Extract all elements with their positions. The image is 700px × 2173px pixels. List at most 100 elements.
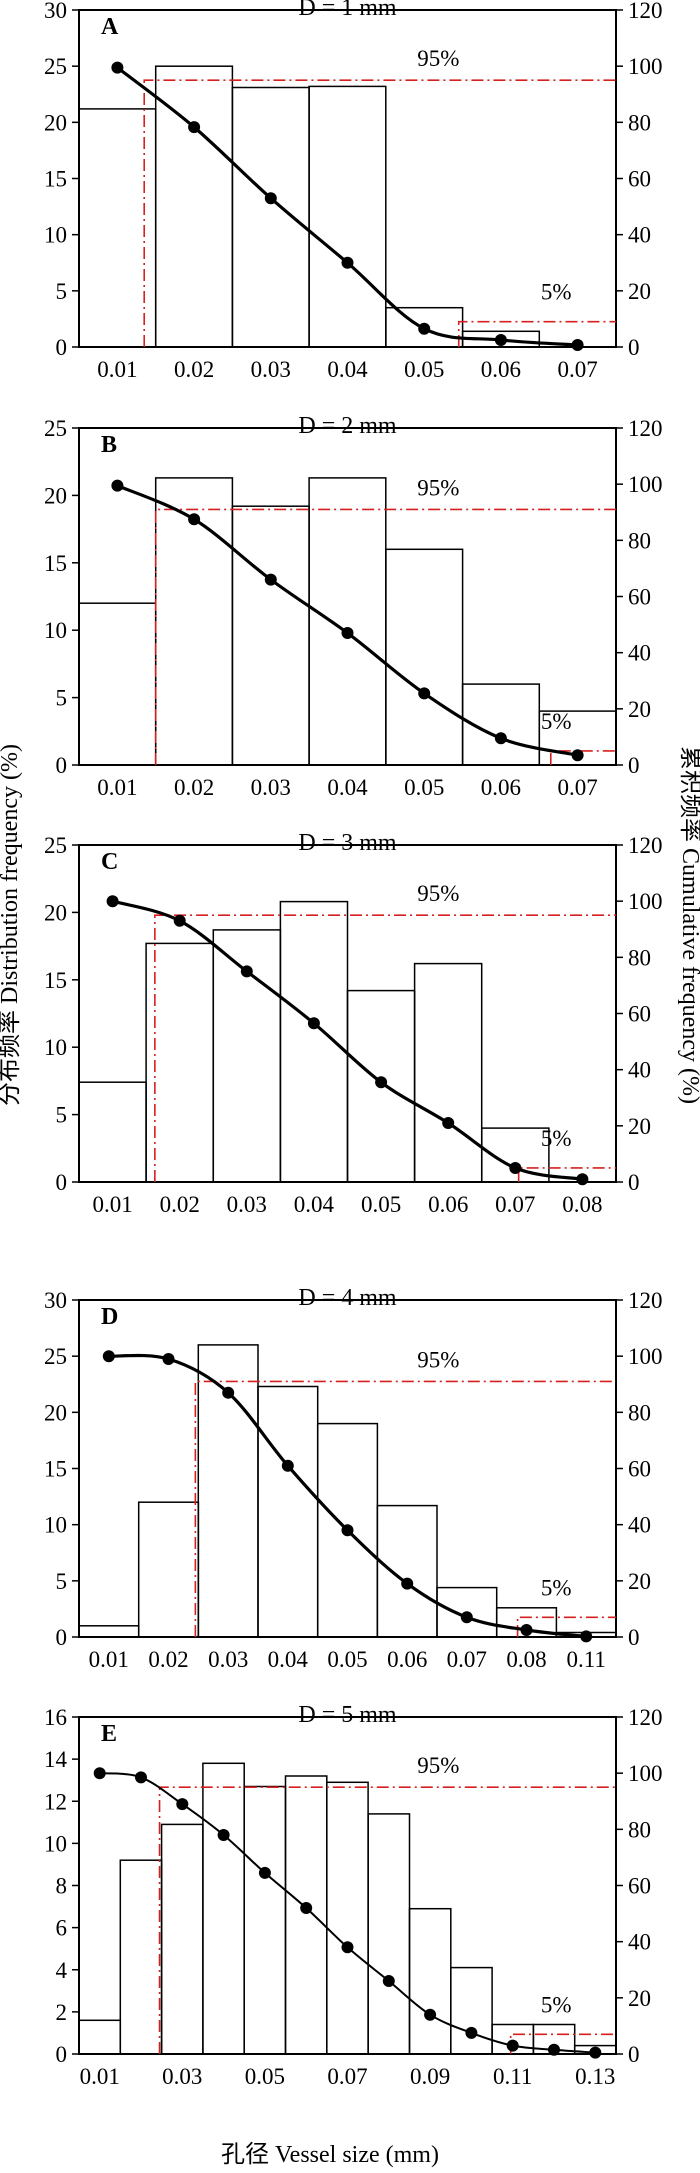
cumulative-point <box>418 322 431 335</box>
left-tick-label: 0 <box>56 1170 68 1195</box>
x-tick-label: 0.01 <box>97 357 137 382</box>
distribution-bar <box>78 1081 147 1183</box>
cumulative-point <box>509 1162 522 1174</box>
guide-95-line <box>143 79 616 347</box>
cumulative-point <box>111 61 124 74</box>
cumulative-curve <box>116 66 578 347</box>
cumulative-point <box>135 1771 147 1784</box>
left-tick-label: 0 <box>56 1625 68 1650</box>
right-tick-label: 100 <box>628 889 663 914</box>
distribution-bar <box>257 1385 319 1638</box>
distribution-bar <box>78 2019 122 2055</box>
left-axis-label: 分布频率 Distribution frequency (%) <box>0 744 23 1106</box>
x-tick-label: 0.03 <box>227 1192 267 1217</box>
right-tick-label: 80 <box>628 945 651 970</box>
distribution-bar <box>376 1504 438 1638</box>
distribution-bar <box>385 548 464 766</box>
x-tick-label: 0.09 <box>410 2064 450 2089</box>
right-tick-label: 80 <box>628 528 651 553</box>
distribution-bar <box>367 1813 411 2055</box>
distribution-bar <box>308 85 387 348</box>
cumulative-point <box>106 895 119 908</box>
left-tick-label: 20 <box>44 1400 67 1425</box>
panel-title: D = 2 mm <box>298 413 397 439</box>
distribution-bar <box>308 477 387 766</box>
right-tick-label: 40 <box>628 1513 651 1538</box>
guide-5-line <box>516 1616 616 1637</box>
cumulative-point <box>375 1076 388 1089</box>
cumulative-point <box>401 1577 414 1590</box>
plot-frame <box>78 1299 617 1638</box>
label-95-percent: 95% <box>417 881 459 906</box>
left-tick-label: 5 <box>56 1103 68 1128</box>
guide-95-line <box>154 914 616 1182</box>
x-tick-label: 0.01 <box>80 2064 120 2089</box>
cumulative-point <box>465 2026 478 2039</box>
cumulative-point <box>506 2039 519 2052</box>
right-tick-label: 20 <box>628 1114 651 1139</box>
panel-label: E <box>101 1721 117 1747</box>
distribution-bar <box>137 1501 200 1638</box>
label-5-percent: 5% <box>541 280 572 305</box>
x-tick-label: 0.01 <box>89 1647 129 1672</box>
cumulative-point <box>188 513 201 526</box>
left-tick-label: 25 <box>44 416 67 441</box>
left-tick-label: 25 <box>44 54 67 79</box>
distribution-bar <box>279 900 349 1183</box>
right-tick-label: 40 <box>628 1058 651 1083</box>
cumulative-point <box>222 1386 235 1399</box>
x-tick-label: 0.08 <box>506 1647 546 1672</box>
x-tick-label: 0.04 <box>294 1192 335 1217</box>
x-axis-label: 孔径 Vessel size (mm) <box>221 2141 439 2168</box>
left-tick-label: 6 <box>56 1916 68 1941</box>
cumulative-point <box>576 1173 589 1186</box>
panel-label: C <box>101 849 118 875</box>
cumulative-point <box>173 914 186 927</box>
x-tick-label: 0.07 <box>557 357 597 382</box>
cumulative-point <box>162 1353 175 1365</box>
cumulative-point <box>382 1975 395 1987</box>
right-tick-label: 120 <box>628 1288 663 1313</box>
cumulative-point <box>111 479 124 492</box>
panel-label: B <box>101 432 117 458</box>
panel-a: 0 5 10 15 20 25 30 0 20 40 60 80 100 120 0.01 0.02 0.03 0… <box>44 0 663 382</box>
label-95-percent: 95% <box>417 1347 459 1372</box>
x-tick-label: 0.02 <box>174 775 214 800</box>
left-tick-label: 5 <box>56 686 68 711</box>
cumulative-point <box>548 2043 560 2056</box>
right-tick-label: 0 <box>628 753 640 778</box>
cumulative-point <box>460 1611 473 1624</box>
left-tick-label: 15 <box>44 551 67 576</box>
right-tick-label: 100 <box>628 1344 663 1369</box>
cumulative-point <box>341 256 354 269</box>
right-tick-label: 100 <box>628 1761 663 1786</box>
cumulative-point <box>571 339 584 351</box>
left-tick-label: 30 <box>44 0 67 23</box>
cumulative-point <box>571 749 584 762</box>
x-tick-label: 0.05 <box>327 1647 367 1672</box>
x-tick-label: 0.02 <box>148 1647 188 1672</box>
left-tick-label: 30 <box>44 1288 67 1313</box>
x-tick-label: 0.07 <box>327 2064 367 2089</box>
cumulative-point <box>93 1767 106 1780</box>
cumulative-point <box>300 1902 313 1914</box>
right-tick-label: 20 <box>628 1986 651 2011</box>
panel-d: 0 5 10 15 20 25 30 0 20 40 60 80 100 120 0.01 0.02 0.03 0… <box>44 1285 663 1672</box>
distribution-bar <box>413 962 483 1183</box>
left-tick-label: 10 <box>44 223 67 248</box>
x-tick-label: 0.04 <box>327 357 368 382</box>
cumulative-point <box>424 2008 437 2021</box>
x-tick-label: 0.02 <box>174 357 214 382</box>
cumulative-point <box>307 1017 320 1030</box>
right-tick-label: 80 <box>628 1817 651 1842</box>
panel-c: 0 5 10 15 20 25 0 20 40 60 80 100 120 0.01 0.02 0.03 0.0… <box>44 830 663 1217</box>
x-tick-label: 0.05 <box>245 2064 285 2089</box>
plot-frame <box>78 9 617 348</box>
x-tick-label: 0.03 <box>162 2064 202 2089</box>
right-tick-label: 20 <box>628 1569 651 1594</box>
x-tick-label: 0.07 <box>557 775 597 800</box>
left-tick-label: 0 <box>56 753 68 778</box>
left-tick-label: 10 <box>44 1513 67 1538</box>
cumulative-curve <box>116 484 578 757</box>
cumulative-point <box>188 121 201 134</box>
